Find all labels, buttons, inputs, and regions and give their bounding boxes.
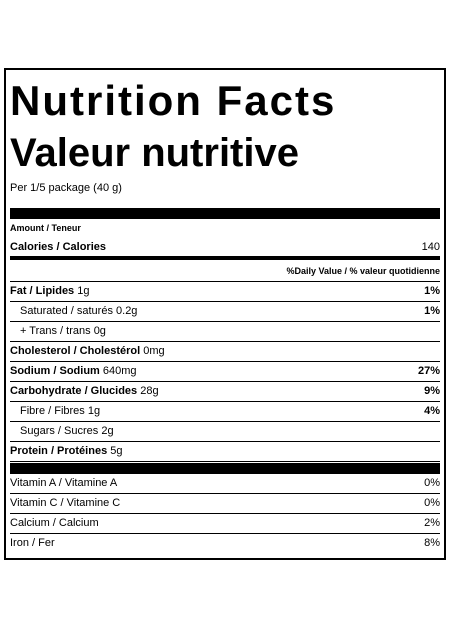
vitamin-dv: 0% <box>424 477 440 489</box>
nutrient-row: Fat / Lipides 1g 1% <box>10 282 440 302</box>
nutrient-dv: 9% <box>424 385 440 397</box>
nutrient-amount: 5g <box>110 445 123 457</box>
nutrient-label: Cholesterol / Cholestérol <box>10 345 141 357</box>
nutrient-cell: Fibre / Fibres 1g <box>10 402 100 421</box>
nutrient-cell: Carbohydrate / Glucides 28g <box>10 382 159 401</box>
nutrient-cell: + Trans / trans 0g <box>10 322 106 341</box>
nutrient-dv: 1% <box>424 285 440 297</box>
vitamin-dv: 2% <box>424 517 440 529</box>
nutrient-label: Fibre / Fibres <box>20 405 85 417</box>
nutrient-cell: Cholesterol / Cholestérol 0mg <box>10 342 165 361</box>
nutrient-amount: 1g <box>77 285 90 297</box>
title-fr: Valeur nutritive <box>10 131 299 175</box>
calories-label: Calories / Calories <box>10 241 106 253</box>
vitamin-dv: 8% <box>424 537 440 549</box>
nutrient-dv: 1% <box>424 305 440 317</box>
nutrient-amount: 0mg <box>143 345 165 357</box>
nutrient-label: Sugars / Sucres <box>20 425 99 437</box>
nutrient-amount: 0.2g <box>116 305 138 317</box>
nutrient-row: Sodium / Sodium 640mg 27% <box>10 362 440 382</box>
nutrient-label: + Trans / trans <box>20 325 91 337</box>
nutrition-label: Nutrition Facts Valeur nutritive Per 1/5… <box>4 68 446 560</box>
nutrient-row: Sugars / Sucres 2g <box>10 422 440 442</box>
nutrient-amount: 0g <box>93 325 106 337</box>
vitamin-row: Calcium / Calcium 2% <box>10 514 440 534</box>
vitamin-dv: 0% <box>424 497 440 509</box>
nutrient-cell: Protein / Protéines 5g <box>10 442 123 461</box>
vitamin-label: Calcium / Calcium <box>10 517 99 529</box>
nutrient-dv: 27% <box>417 365 440 377</box>
serving: Per 1/5 package (40 g) <box>10 182 122 194</box>
thick-bar <box>10 208 440 219</box>
nutrient-row: Protein / Protéines 5g <box>10 442 440 462</box>
nutrient-label: Carbohydrate / Glucides <box>10 385 138 397</box>
nutrient-amount: 640mg <box>102 365 137 377</box>
nutrient-row: Cholesterol / Cholestérol 0mg <box>10 342 440 362</box>
nutrient-label: Saturated / saturés <box>20 305 113 317</box>
nutrient-cell: Fat / Lipides 1g <box>10 282 90 301</box>
calories-row: Calories / Calories 140 <box>10 238 440 260</box>
dv-header-text: %Daily Value / % valeur quotidienne <box>286 266 440 276</box>
nutrient-label: Protein / Protéines <box>10 445 108 457</box>
nutrient-row: Carbohydrate / Glucides 28g 9% <box>10 382 440 402</box>
nutrient-label: Sodium / Sodium <box>10 365 100 377</box>
amount-header: Amount / Teneur <box>10 223 81 233</box>
title: Nutrition Facts <box>10 77 337 124</box>
nutrient-label: Fat / Lipides <box>10 285 75 297</box>
nutrient-dv: 4% <box>424 405 440 417</box>
vitamin-label: Vitamin C / Vitamine C <box>10 497 121 509</box>
vitamin-row: Vitamin A / Vitamine A 0% <box>10 474 440 494</box>
nutrient-cell: Saturated / saturés 0.2g <box>10 302 137 321</box>
vitamin-row: Iron / Fer 8% <box>10 534 440 553</box>
nutrient-cell: Sugars / Sucres 2g <box>10 422 114 441</box>
nutrient-amount: 1g <box>87 405 101 417</box>
vitamin-label: Vitamin A / Vitamine A <box>10 477 118 489</box>
vitamin-label: Iron / Fer <box>10 537 55 549</box>
calories-value: 140 <box>421 241 440 253</box>
vitamin-row: Vitamin C / Vitamine C 0% <box>10 494 440 514</box>
nutrient-amount: 28g <box>140 385 159 397</box>
nutrient-row: + Trans / trans 0g <box>10 322 440 342</box>
dv-header: %Daily Value / % valeur quotidienne <box>10 262 440 282</box>
nutrient-cell: Sodium / Sodium 640mg <box>10 362 137 381</box>
thick-bar <box>10 463 440 474</box>
nutrient-amount: 2g <box>101 425 114 437</box>
nutrient-row: Saturated / saturés 0.2g 1% <box>10 302 440 322</box>
nutrient-row: Fibre / Fibres 1g 4% <box>10 402 440 422</box>
